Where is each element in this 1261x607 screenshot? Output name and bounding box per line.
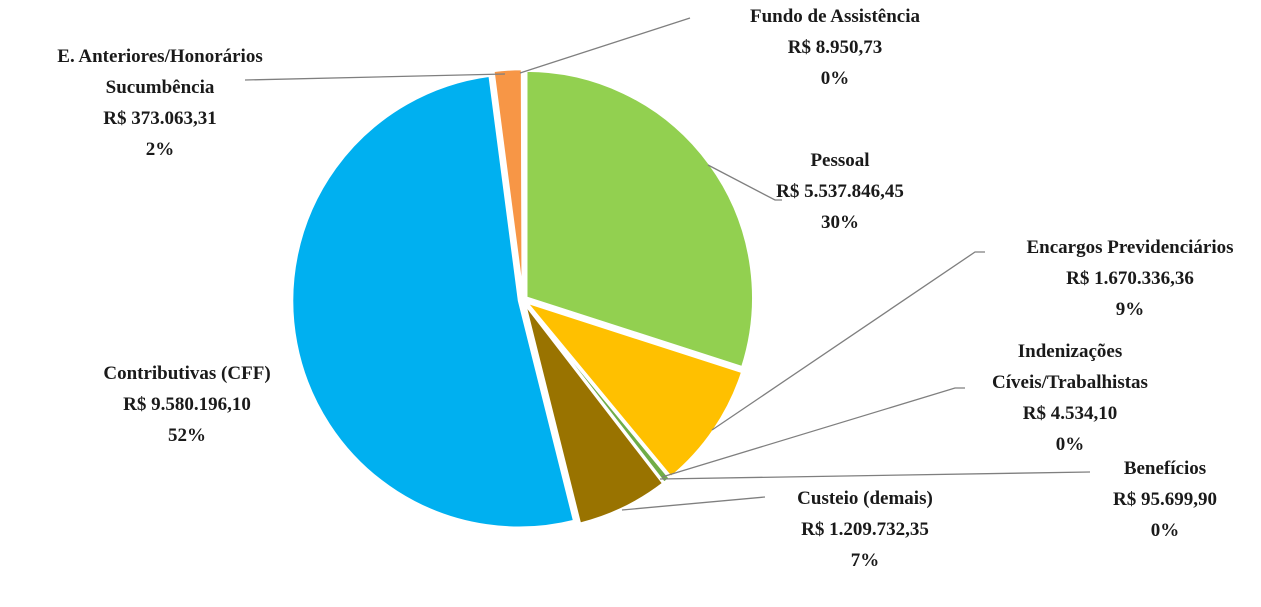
value-label: R$ 1.670.336,36	[1066, 268, 1194, 289]
percentage-label: 2%	[145, 139, 175, 160]
category-label: Benefícios	[1123, 458, 1207, 479]
percentage-label: 9%	[1115, 299, 1145, 320]
slice-label: Contributivas (CFF) R$ 9.580.196,10 52%	[57, 358, 317, 482]
value-label: R$ 373.063,31	[103, 108, 217, 129]
leader-line	[707, 164, 782, 201]
leader-line	[621, 496, 766, 511]
percentage-label: 0%	[820, 68, 850, 89]
leader-line	[519, 17, 691, 74]
category-label: Fundo de Assistência	[750, 6, 920, 27]
percentage-label: 52%	[168, 425, 206, 446]
value-label: R$ 1.209.732,35	[801, 519, 929, 540]
chart	[244, 17, 1091, 529]
category-label: Pessoal	[810, 150, 870, 171]
percentage-label: 7%	[850, 550, 880, 571]
value-label: R$ 9.580.196,10	[123, 394, 251, 415]
slice-label: Fundo de Assistência R$ 8.950,73 0%	[685, 1, 985, 125]
value-label: R$ 5.537.846,45	[776, 181, 904, 202]
page: (() => { const data = JSON.parse(documen…	[10, 1, 1261, 571]
category-label: Custeio (demais)	[797, 488, 933, 509]
category-label: Contributivas (CFF)	[103, 363, 271, 384]
percentage-label: 0%	[1055, 434, 1085, 455]
pie-slice	[523, 302, 666, 526]
percentage-label: 30%	[821, 212, 859, 233]
slice-label: E. Anteriores/Honorários Sucumbência R$ 3…	[10, 41, 310, 196]
slice-label: Pessoal R$ 5.537.846,45 30%	[710, 145, 970, 269]
slice-label: Benefícios R$ 95.699,90 0%	[1065, 453, 1261, 577]
category-label: Indenizações Cíveis/Trabalhistas	[992, 341, 1148, 393]
leader-line	[244, 73, 506, 81]
value-label: R$ 4.534,10	[1022, 403, 1118, 424]
category-label: Encargos Previdenciários	[1026, 237, 1234, 258]
pie-slice	[521, 67, 525, 297]
slice-label: Indenizações Cíveis/Trabalhistas R$ 4.534…	[960, 336, 1180, 491]
category-label: E. Anteriores/Honorários Sucumbência	[57, 46, 263, 98]
pie-slice	[524, 69, 755, 369]
value-label: R$ 8.950,73	[787, 37, 883, 58]
percentage-label: 0%	[1150, 520, 1180, 541]
value-label: R$ 95.699,90	[1113, 489, 1217, 510]
leader-line	[711, 251, 985, 431]
slice-label: Encargos Previdenciários R$ 1.670.336,36 9…	[970, 232, 1261, 356]
leader-line	[659, 471, 1091, 480]
leader-line	[661, 387, 965, 478]
slice-label: Custeio (demais) R$ 1.209.732,35 7%	[745, 483, 985, 607]
pie-slice	[290, 74, 576, 529]
